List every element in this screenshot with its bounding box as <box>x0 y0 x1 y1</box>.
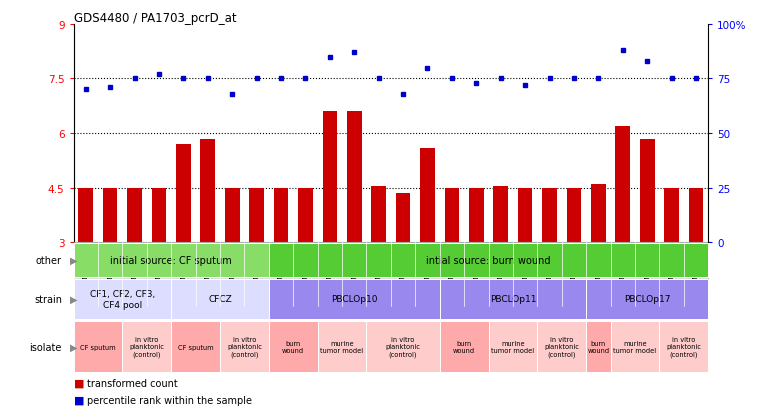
Bar <box>420 148 435 243</box>
Bar <box>347 112 361 243</box>
Bar <box>444 188 459 243</box>
Text: in vitro
planktonic
(control): in vitro planktonic (control) <box>544 337 579 357</box>
Bar <box>171 279 269 320</box>
Bar <box>586 321 611 373</box>
Bar <box>269 279 440 320</box>
Text: in vitro
planktonic
(control): in vitro planktonic (control) <box>666 337 701 357</box>
Text: initial source: CF sputum: initial source: CF sputum <box>111 255 232 266</box>
Bar <box>127 188 142 243</box>
Bar <box>440 321 488 373</box>
Text: murine
tumor model: murine tumor model <box>320 340 364 354</box>
Text: burn
wound: burn wound <box>453 340 475 354</box>
Bar <box>440 279 586 320</box>
Bar <box>396 194 410 243</box>
Bar <box>122 321 171 373</box>
Text: burn
wound: burn wound <box>587 340 609 354</box>
Text: GDS4480 / PA1703_pcrD_at: GDS4480 / PA1703_pcrD_at <box>74 12 236 25</box>
Text: murine
tumor model: murine tumor model <box>491 340 535 354</box>
Bar <box>152 188 166 243</box>
Text: CFCZ: CFCZ <box>208 295 232 304</box>
Text: CF sputum: CF sputum <box>178 344 214 350</box>
Bar <box>298 188 313 243</box>
Bar <box>689 188 704 243</box>
Bar <box>659 321 708 373</box>
Text: in vitro
planktonic
(control): in vitro planktonic (control) <box>129 337 164 357</box>
Text: PBCLOp17: PBCLOp17 <box>624 295 670 304</box>
Text: ■: ■ <box>74 395 84 405</box>
Text: strain: strain <box>34 294 62 304</box>
Text: intial source: burn wound: intial source: burn wound <box>426 255 551 266</box>
Bar <box>537 321 586 373</box>
Bar <box>591 185 606 243</box>
Text: isolate: isolate <box>29 342 62 352</box>
Text: CF1, CF2, CF3,
CF4 pool: CF1, CF2, CF3, CF4 pool <box>90 290 155 309</box>
Bar <box>543 188 557 243</box>
Bar <box>323 112 337 243</box>
Text: in vitro
planktonic
(control): in vitro planktonic (control) <box>227 337 262 357</box>
Bar <box>249 188 264 243</box>
Bar <box>74 243 269 278</box>
Text: transformed count: transformed count <box>87 378 178 388</box>
Bar <box>317 321 366 373</box>
Text: other: other <box>36 255 62 266</box>
Bar <box>372 186 386 243</box>
Bar <box>74 279 171 320</box>
Bar <box>171 321 220 373</box>
Bar <box>220 321 269 373</box>
Text: PBCLOp10: PBCLOp10 <box>331 295 378 304</box>
Bar <box>366 321 440 373</box>
Text: murine
tumor model: murine tumor model <box>614 340 656 354</box>
Bar <box>469 188 484 243</box>
Text: CF sputum: CF sputum <box>80 344 116 350</box>
Bar <box>78 188 93 243</box>
Bar <box>493 186 508 243</box>
Bar <box>200 139 215 243</box>
Bar <box>74 321 122 373</box>
Bar <box>274 188 289 243</box>
Text: burn
wound: burn wound <box>283 340 304 354</box>
Text: ▶: ▶ <box>70 294 77 304</box>
Bar <box>269 243 708 278</box>
Bar <box>488 321 537 373</box>
Bar <box>640 139 655 243</box>
Bar <box>615 126 630 243</box>
Text: ▶: ▶ <box>70 255 77 266</box>
Text: ■: ■ <box>74 378 84 388</box>
Text: ▶: ▶ <box>70 342 77 352</box>
Bar <box>269 321 317 373</box>
Text: PBCLOp11: PBCLOp11 <box>490 295 536 304</box>
Bar <box>518 188 533 243</box>
Bar <box>664 188 679 243</box>
Bar <box>567 188 581 243</box>
Text: in vitro
planktonic
(control): in vitro planktonic (control) <box>385 337 420 357</box>
Bar <box>103 188 118 243</box>
Bar <box>176 145 190 243</box>
Bar <box>611 321 659 373</box>
Bar <box>225 188 239 243</box>
Text: percentile rank within the sample: percentile rank within the sample <box>87 395 252 405</box>
Bar <box>586 279 708 320</box>
